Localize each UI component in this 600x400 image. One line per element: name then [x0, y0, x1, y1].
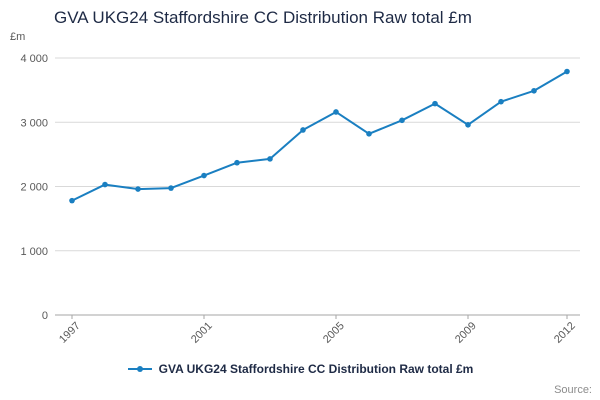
y-tick-label: 0 — [42, 310, 48, 322]
y-tick-label: 2 000 — [20, 182, 48, 194]
y-tick-label: 3 000 — [20, 117, 48, 129]
chart-svg: 0 1 000 2 000 3 000 4 000 1997 2001 2005 2009 201… — [20, 53, 580, 346]
data-point — [201, 172, 207, 179]
legend-line-icon — [127, 366, 152, 372]
source-label: Source: — [554, 384, 592, 396]
data-point — [267, 156, 273, 162]
data-point — [465, 122, 471, 128]
data-point — [531, 87, 537, 94]
y-tick-label: 4 000 — [20, 53, 48, 65]
data-point — [333, 109, 339, 115]
data-point — [102, 181, 108, 188]
x-tick-label: 2009 — [453, 320, 479, 346]
legend-marker — [136, 366, 143, 372]
chart-legend: GVA UKG24 Staffordshire CC Distribution … — [0, 362, 600, 376]
data-point — [432, 100, 438, 107]
data-point — [300, 127, 306, 133]
y-tick-label: 1 000 — [20, 246, 48, 258]
data-point — [399, 117, 405, 124]
data-point — [498, 98, 504, 105]
line-chart: 0 1 000 2 000 3 000 4 000 1997 2001 2005 2009 201… — [0, 40, 600, 355]
data-point — [135, 186, 141, 192]
data-point — [168, 185, 174, 191]
data-point — [564, 68, 570, 75]
data-point — [366, 131, 372, 137]
x-tick-label: 2012 — [552, 320, 578, 346]
data-point — [234, 159, 240, 166]
legend-label: GVA UKG24 Staffordshire CC Distribution … — [158, 362, 474, 376]
y-axis-unit-label: £m — [10, 31, 26, 43]
chart-title: GVA UKG24 Staffordshire CC Distribution … — [54, 8, 472, 27]
data-point — [69, 197, 75, 204]
x-tick-label: 2001 — [189, 320, 215, 346]
x-tick-label: 1997 — [57, 320, 83, 346]
data-line — [71, 70, 568, 202]
x-tick-label: 2005 — [321, 320, 347, 346]
